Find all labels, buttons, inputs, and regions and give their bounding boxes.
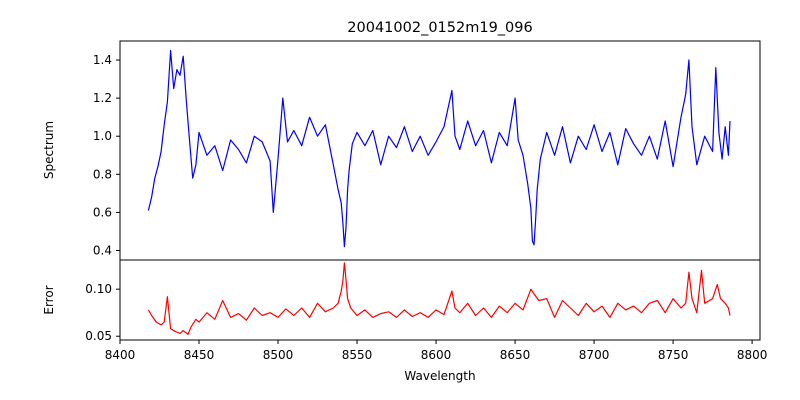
- error-y-ticks: 0.05 0.10: [85, 282, 120, 343]
- error-y-tick-label: 0.10: [85, 282, 112, 296]
- spectrum-panel: 0.4 0.6 0.8 1.0 1.2 1.4 Spectrum: [42, 40, 761, 261]
- error-y-axis-label: Error: [42, 285, 56, 314]
- spectrum-y-tick-label: 0.4: [93, 243, 112, 257]
- error-series-line-0: [147, 262, 731, 335]
- x-tick-label: 8700: [579, 348, 610, 362]
- spectrum-series-line-0: [147, 49, 731, 248]
- x-tick-label: 8400: [105, 348, 136, 362]
- spectrum-y-axis-label: Spectrum: [42, 121, 56, 179]
- chart-title: 20041002_0152m19_096: [347, 20, 532, 36]
- x-ticks: 8400 8450 8500 8550 8600 8650 8700 8750 8800: [105, 340, 768, 362]
- spectrum-y-tick-label: 1.2: [93, 91, 112, 105]
- x-axis-label: Wavelength: [404, 369, 475, 383]
- spectrum-y-tick-label: 0.8: [93, 167, 112, 181]
- x-tick-label: 8750: [658, 348, 689, 362]
- spectrum-y-tick-label: 1.4: [93, 53, 112, 67]
- spectrum-y-ticks: 0.4 0.6 0.8 1.0 1.2 1.4: [93, 53, 120, 257]
- error-y-tick-label: 0.05: [85, 329, 112, 343]
- x-tick-label: 8600: [421, 348, 452, 362]
- x-tick-label: 8650: [500, 348, 531, 362]
- x-tick-label: 8550: [342, 348, 373, 362]
- error-axes-frame: [119, 259, 761, 341]
- error-plot-area: [147, 262, 731, 335]
- x-tick-label: 8500: [263, 348, 294, 362]
- x-tick-label: 8450: [184, 348, 215, 362]
- spectrum-plot-area: [147, 49, 731, 248]
- spectrum-y-tick-label: 0.6: [93, 205, 112, 219]
- x-tick-label: 8800: [737, 348, 768, 362]
- spectrum-y-tick-label: 1.0: [93, 129, 112, 143]
- error-panel: 0.05 0.10 Error: [42, 259, 761, 343]
